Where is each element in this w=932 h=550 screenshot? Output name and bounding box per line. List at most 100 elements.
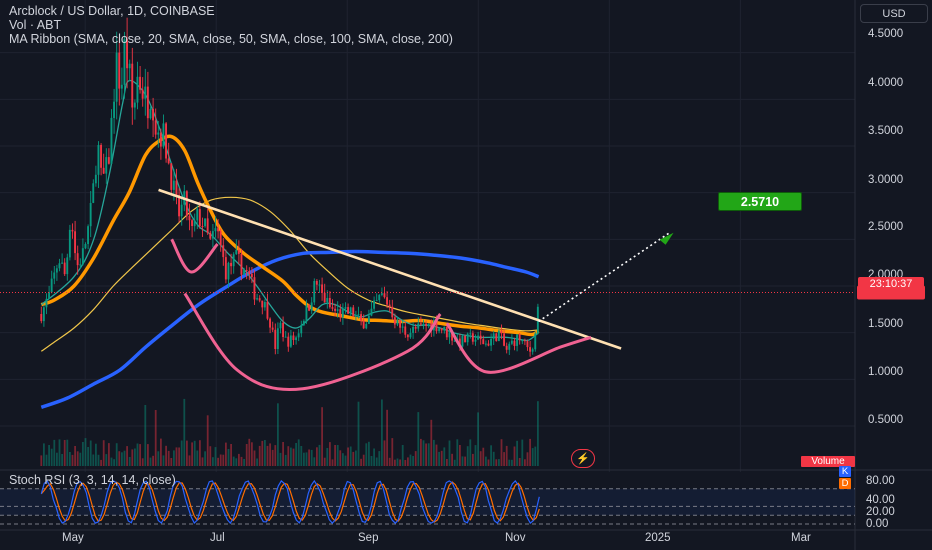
volume-bar: [115, 443, 118, 466]
volume-bar: [485, 456, 487, 466]
candle-body: [409, 332, 412, 338]
candle-body: [292, 335, 295, 340]
candle-body: [336, 309, 339, 311]
volume-bar: [105, 454, 108, 466]
volume-bar: [149, 457, 152, 466]
volume-bar: [487, 459, 490, 466]
candle-body: [497, 330, 500, 342]
volume-bar: [63, 440, 66, 466]
candle-body: [318, 284, 321, 286]
candle-body: [248, 271, 251, 274]
candle-body: [74, 231, 76, 254]
volume-bar: [180, 440, 183, 466]
candle-body: [40, 314, 43, 322]
candle-body: [443, 326, 446, 331]
volume-bar: [219, 454, 222, 466]
volume-bar: [154, 410, 157, 466]
volume-bar: [256, 458, 258, 466]
candle-body: [167, 158, 170, 164]
candle-body: [266, 302, 269, 319]
candle-body: [401, 326, 404, 328]
candle-body: [461, 335, 464, 347]
volume-bar: [113, 459, 115, 466]
currency-button[interactable]: USD: [860, 4, 928, 23]
target-arrow-tip: [659, 232, 674, 245]
candle-body: [279, 322, 282, 329]
volume-bar: [121, 452, 123, 466]
y-tick-label: 3.0000: [868, 174, 904, 186]
volume-legend[interactable]: Vol · ABT: [9, 18, 62, 32]
candle-body: [417, 323, 420, 329]
volume-bar: [201, 457, 204, 466]
stoch-rsi-legend[interactable]: Stoch RSI (3, 3, 14, 14, close): [9, 473, 176, 487]
candle-body: [42, 307, 45, 322]
candle-body: [370, 308, 373, 316]
volume-bar: [284, 454, 287, 466]
candle-body: [263, 302, 266, 308]
candle-body: [375, 300, 378, 302]
target-price-label[interactable]: 2.5710: [718, 192, 802, 211]
volume-bar: [48, 445, 50, 466]
volume-bar: [394, 459, 396, 466]
candle-body: [510, 340, 513, 344]
ma-ribbon-legend[interactable]: MA Ribbon (SMA, close, 20, SMA, close, 5…: [9, 32, 453, 46]
candle-body: [451, 332, 453, 341]
candle-body: [505, 345, 508, 350]
volume-bar: [490, 445, 492, 466]
candle-body: [523, 340, 526, 342]
candle-body: [243, 270, 245, 275]
volume-bar: [479, 451, 482, 466]
candle-body: [284, 336, 287, 338]
volume-bar: [347, 447, 349, 466]
volume-bar: [76, 451, 79, 466]
lightning-icon[interactable]: ⚡: [571, 449, 595, 468]
candle-body: [89, 203, 92, 227]
candle-body: [391, 306, 394, 318]
volume-bar: [258, 445, 261, 466]
projection-path: [538, 232, 671, 323]
candle-body: [235, 249, 238, 255]
volume-bar: [355, 450, 357, 466]
volume-bar: [238, 453, 240, 466]
candle-body: [396, 320, 399, 325]
candle-body: [58, 263, 61, 269]
candle-body: [438, 328, 440, 332]
volume-bar: [300, 446, 303, 466]
volume-bar: [438, 451, 440, 466]
candle-body: [508, 343, 511, 350]
candle-body: [531, 349, 534, 352]
left-cup-curve: [170, 238, 219, 274]
volume-bar: [240, 456, 243, 466]
volume-bar: [407, 457, 409, 466]
volume-bar: [274, 445, 277, 466]
candle-body: [404, 326, 407, 335]
candle-body: [328, 298, 331, 308]
candle-body: [222, 245, 225, 258]
candle-body: [393, 317, 396, 325]
candle-body: [68, 229, 71, 258]
volume-bar: [352, 451, 355, 466]
candle-body: [399, 320, 401, 328]
candle-body: [305, 305, 308, 321]
symbol-legend[interactable]: Arcblock / US Dollar, 1D, COINBASE: [9, 4, 215, 18]
volume-bar: [56, 452, 58, 466]
volume-bar: [61, 454, 63, 466]
candle-body: [422, 323, 425, 325]
candle-body: [256, 298, 258, 300]
volume-bar: [318, 444, 321, 466]
candle-body: [484, 343, 487, 345]
volume-bar: [375, 457, 378, 466]
volume-bar: [422, 440, 425, 466]
candle-body: [232, 254, 235, 267]
volume-bar: [404, 460, 407, 466]
volume-bar: [412, 456, 414, 466]
volume-bar: [269, 443, 271, 466]
candle-body: [386, 297, 388, 305]
candle-body: [209, 232, 212, 239]
candle-body: [534, 333, 537, 350]
stoch-d-line: [40, 481, 540, 523]
candle-body: [97, 145, 100, 175]
candle-body: [154, 120, 157, 135]
candle-body: [50, 278, 53, 293]
